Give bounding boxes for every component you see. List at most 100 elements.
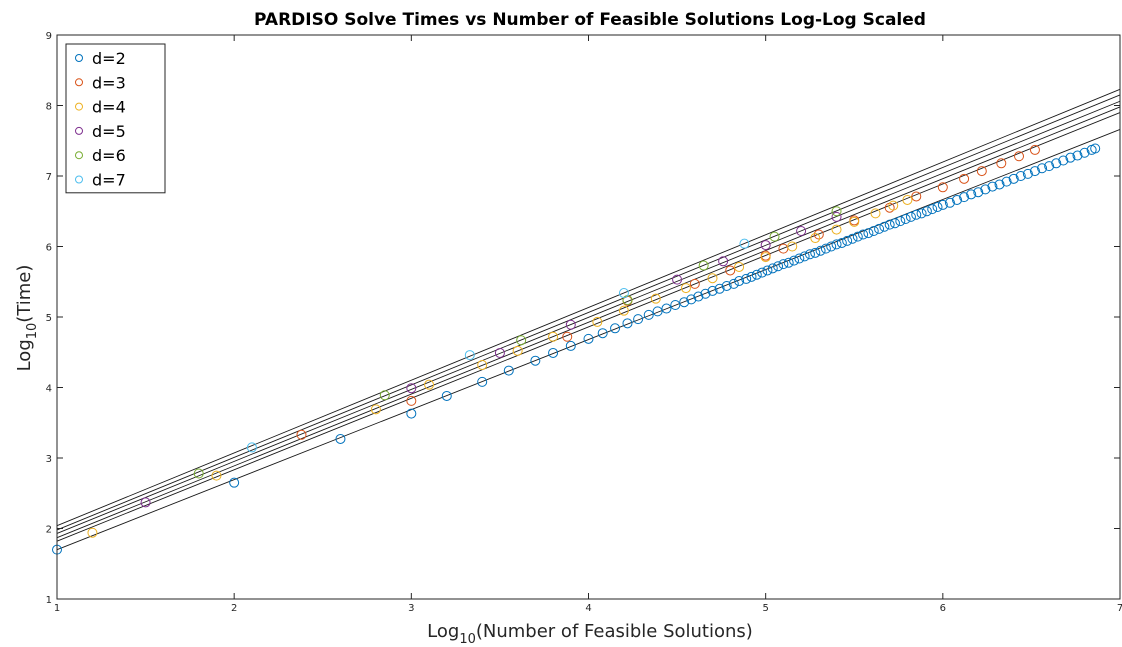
data-point	[826, 241, 837, 252]
data-point	[911, 209, 922, 220]
data-point	[836, 237, 847, 248]
data-point	[1090, 143, 1101, 154]
data-point	[734, 261, 745, 272]
data-point	[888, 200, 899, 211]
data-point	[296, 429, 307, 440]
legend-label: d=7	[92, 171, 126, 190]
y-tick-label: 4	[46, 384, 52, 395]
data-point	[921, 206, 932, 217]
data-point	[868, 225, 879, 236]
y-tick-label: 1	[46, 595, 52, 606]
data-point	[757, 267, 768, 278]
data-point	[464, 350, 475, 361]
data-point	[863, 228, 874, 239]
data-point	[370, 404, 381, 415]
data-point	[799, 251, 810, 262]
data-point	[633, 314, 644, 325]
data-point	[652, 306, 663, 317]
y-axis-label-subscript: 10	[25, 323, 40, 340]
x-tick-label: 2	[231, 603, 237, 614]
legend-label: d=3	[92, 73, 126, 92]
data-point	[905, 211, 916, 222]
data-point	[335, 433, 346, 444]
data-point	[773, 261, 784, 272]
data-point	[959, 192, 970, 203]
data-point	[746, 271, 757, 282]
data-point	[767, 263, 778, 274]
data-point	[813, 229, 824, 240]
series-d=6	[193, 206, 842, 479]
data-point	[583, 333, 594, 344]
fit-line-1	[56, 129, 1121, 551]
y-tick-label: 9	[46, 31, 52, 42]
data-point	[1058, 155, 1069, 166]
data-point	[937, 182, 948, 193]
data-point	[721, 280, 732, 291]
legend-marker	[75, 102, 83, 111]
data-point	[229, 477, 240, 488]
y-axis-label-rest: (Time)	[14, 265, 35, 323]
data-point	[597, 328, 608, 339]
legend-label: d=5	[92, 122, 126, 141]
chart-title: PARDISO Solve Times vs Number of Feasibl…	[254, 10, 926, 30]
data-point	[1065, 152, 1076, 163]
legend-marker	[75, 151, 83, 160]
data-point	[1072, 150, 1083, 161]
data-point	[379, 390, 390, 401]
data-point	[87, 527, 98, 538]
legend-label: d=6	[92, 146, 126, 165]
data-point	[889, 218, 900, 229]
data-point	[140, 497, 151, 508]
x-tick-label: 4	[585, 603, 591, 614]
data-point	[976, 166, 987, 177]
data-point	[760, 252, 771, 263]
data-point	[672, 274, 683, 285]
data-point	[810, 247, 821, 258]
data-point	[895, 216, 906, 227]
data-point	[618, 288, 629, 299]
data-point	[810, 233, 821, 244]
fit-line-3	[56, 106, 1121, 539]
data-point	[751, 269, 762, 280]
y-tick-label: 7	[46, 172, 52, 183]
data-point	[406, 395, 417, 406]
data-point	[994, 179, 1005, 190]
fit-line-4	[56, 100, 1121, 534]
data-point	[987, 181, 998, 192]
data-point	[902, 194, 913, 205]
data-point	[996, 158, 1007, 169]
legend-marker	[75, 175, 83, 184]
data-point	[1022, 168, 1033, 179]
data-point	[406, 408, 417, 419]
data-point	[680, 283, 691, 294]
x-axis-label-subscript: 10	[459, 632, 476, 647]
data-point	[911, 191, 922, 202]
data-point	[952, 194, 963, 205]
data-point	[849, 216, 860, 227]
data-point	[618, 305, 629, 316]
data-point	[870, 208, 881, 219]
data-point	[1001, 176, 1012, 187]
data-point	[741, 273, 752, 284]
data-point	[739, 238, 750, 249]
data-point	[503, 365, 514, 376]
data-point	[1029, 144, 1040, 155]
y-axis-label-base: Log	[14, 339, 35, 371]
data-point	[1044, 161, 1055, 172]
data-point	[1015, 171, 1026, 181]
data-point	[650, 293, 661, 304]
x-axis-label: Log10(Number of Feasible Solutions)	[427, 621, 753, 647]
data-point	[973, 187, 984, 198]
data-point	[643, 309, 654, 320]
legend-marker	[75, 78, 83, 87]
data-point	[804, 249, 815, 260]
data-point	[700, 288, 711, 299]
data-point	[959, 173, 970, 184]
legend-marker	[75, 54, 83, 62]
x-tick-label: 5	[762, 603, 768, 614]
y-axis-label: Log10(Time)	[14, 265, 40, 372]
data-point	[562, 331, 573, 342]
data-point	[937, 199, 948, 210]
data-point	[900, 214, 911, 225]
data-point	[966, 189, 977, 200]
